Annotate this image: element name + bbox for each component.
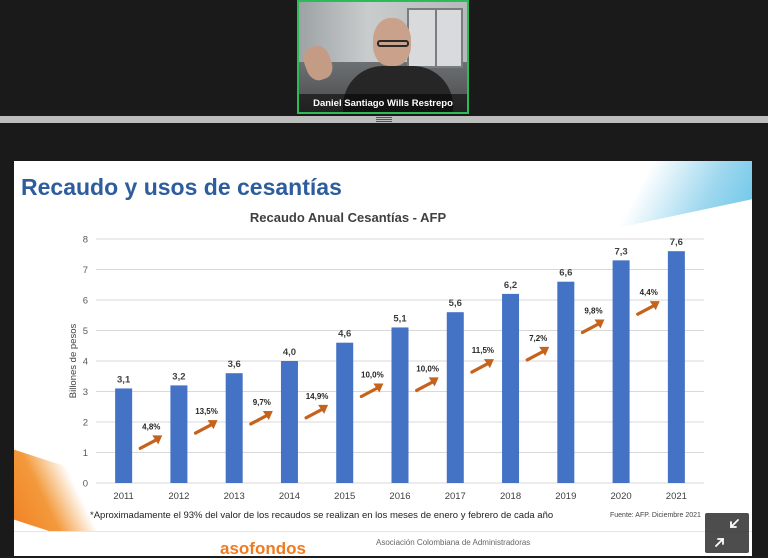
growth-arrow-4 <box>359 385 380 399</box>
growth-label-9: 4,4% <box>640 288 658 297</box>
growth-label-1: 13,5% <box>195 407 218 416</box>
value-label-2013: 3,6 <box>228 359 241 370</box>
y-tick-label-7: 7 <box>83 265 88 276</box>
growth-arrow-1 <box>193 422 215 435</box>
growth-arrow-2 <box>249 413 270 426</box>
growth-label-3: 14,9% <box>306 392 329 401</box>
y-tick-label-1: 1 <box>83 448 88 459</box>
value-label-2019: 6,6 <box>559 268 572 279</box>
growth-arrow-7 <box>525 349 546 362</box>
resize-grip-icon[interactable] <box>376 117 392 122</box>
value-label-2012: 3,2 <box>172 371 185 382</box>
growth-arrow-9 <box>636 303 657 316</box>
growth-arrowhead-0 <box>152 435 163 445</box>
growth-arrowhead-8 <box>594 319 605 329</box>
organization-name: Asociación Colombiana de Administradoras <box>376 538 531 547</box>
growth-label-2: 9,7% <box>253 398 271 407</box>
growth-arrowhead-4 <box>373 383 384 393</box>
growth-arrowhead-2 <box>262 410 273 420</box>
participant-video-tile[interactable]: Daniel Santiago Wills Restrepo <box>297 0 469 114</box>
x-tick-label-2013: 2013 <box>224 491 245 502</box>
growth-arrowhead-7 <box>539 346 550 356</box>
bar-2019 <box>557 281 575 483</box>
video-window-frame <box>407 8 463 68</box>
x-tick-label-2018: 2018 <box>500 491 521 502</box>
bar-2020 <box>612 260 630 483</box>
value-label-2016: 5,1 <box>393 313 407 324</box>
participant-glasses <box>377 40 409 47</box>
bar-2013 <box>225 373 243 483</box>
x-tick-label-2016: 2016 <box>389 491 410 502</box>
growth-label-0: 4,8% <box>142 422 160 431</box>
y-tick-label-6: 6 <box>83 296 88 307</box>
growth-arrowhead-3 <box>318 404 329 414</box>
bar-2016 <box>391 327 409 483</box>
x-tick-label-2017: 2017 <box>445 491 466 502</box>
bar-2012 <box>170 385 188 483</box>
collapse-arrows-icon[interactable] <box>705 513 749 553</box>
participant-name: Daniel Santiago Wills Restrepo <box>313 98 453 109</box>
x-tick-label-2021: 2021 <box>666 491 687 502</box>
y-tick-label-2: 2 <box>83 418 88 429</box>
bar-2018 <box>502 293 520 483</box>
growth-label-5: 10,0% <box>416 364 439 373</box>
value-label-2011: 3,1 <box>117 374 131 385</box>
y-tick-label-4: 4 <box>83 357 88 368</box>
growth-label-4: 10,0% <box>361 371 384 380</box>
growth-label-8: 9,8% <box>584 306 602 315</box>
y-tick-label-3: 3 <box>83 387 88 398</box>
y-tick-label-5: 5 <box>83 326 88 337</box>
value-label-2020: 7,3 <box>614 246 627 257</box>
x-tick-label-2015: 2015 <box>334 491 355 502</box>
bar-2017 <box>446 312 464 483</box>
x-tick-label-2011: 2011 <box>113 491 133 502</box>
x-tick-label-2014: 2014 <box>279 491 300 502</box>
growth-arrowhead-9 <box>649 301 660 311</box>
growth-label-6: 11,5% <box>472 346 494 355</box>
growth-arrow-6 <box>470 361 491 374</box>
bar-chart: 0 1 2 3 4 5 6 7 8 Billones de pesos 3,1 2011 3,2 2012… <box>68 235 704 502</box>
growth-arrow-3 <box>304 407 325 420</box>
value-label-2014: 4,0 <box>283 347 296 358</box>
y-tick-label-8: 8 <box>83 235 88 246</box>
growth-arrow-8 <box>580 321 602 335</box>
source-note: Fuente: AFP. Diciembre 2021 <box>610 512 701 519</box>
growth-arrowhead-1 <box>207 420 218 430</box>
growth-label-7: 7,2% <box>529 334 547 343</box>
bar-2014 <box>280 361 298 483</box>
bar-2015 <box>336 342 354 483</box>
x-tick-label-2019: 2019 <box>555 491 576 502</box>
shared-slide: Recaudo y usos de cesantías Recaudo Anua… <box>14 161 752 556</box>
slide-title: Recaudo y usos de cesantías <box>21 174 342 200</box>
growth-arrowhead-5 <box>428 377 439 387</box>
value-label-2017: 5,6 <box>449 298 462 309</box>
y-axis-label: Billones de pesos <box>68 324 79 399</box>
growth-arrow-5 <box>415 379 436 392</box>
value-label-2021: 7,6 <box>670 237 683 248</box>
bar-2011 <box>115 388 133 483</box>
x-tick-label-2012: 2012 <box>168 491 189 502</box>
bar-2021 <box>667 251 685 483</box>
chart-title: Recaudo Anual Cesantías - AFP <box>249 210 447 225</box>
value-label-2018: 6,2 <box>504 280 517 291</box>
growth-arrowhead-6 <box>483 359 494 369</box>
slide-footer <box>14 531 752 556</box>
value-label-2015: 4,6 <box>338 329 351 340</box>
asofondos-logo: asofondos <box>220 539 306 556</box>
y-tick-label-0: 0 <box>83 479 88 490</box>
growth-arrow-0 <box>138 437 159 450</box>
participant-name-bar <box>299 94 467 112</box>
x-tick-label-2020: 2020 <box>611 491 632 502</box>
footnote: *Aproximadamente el 93% del valor de los… <box>90 510 554 521</box>
